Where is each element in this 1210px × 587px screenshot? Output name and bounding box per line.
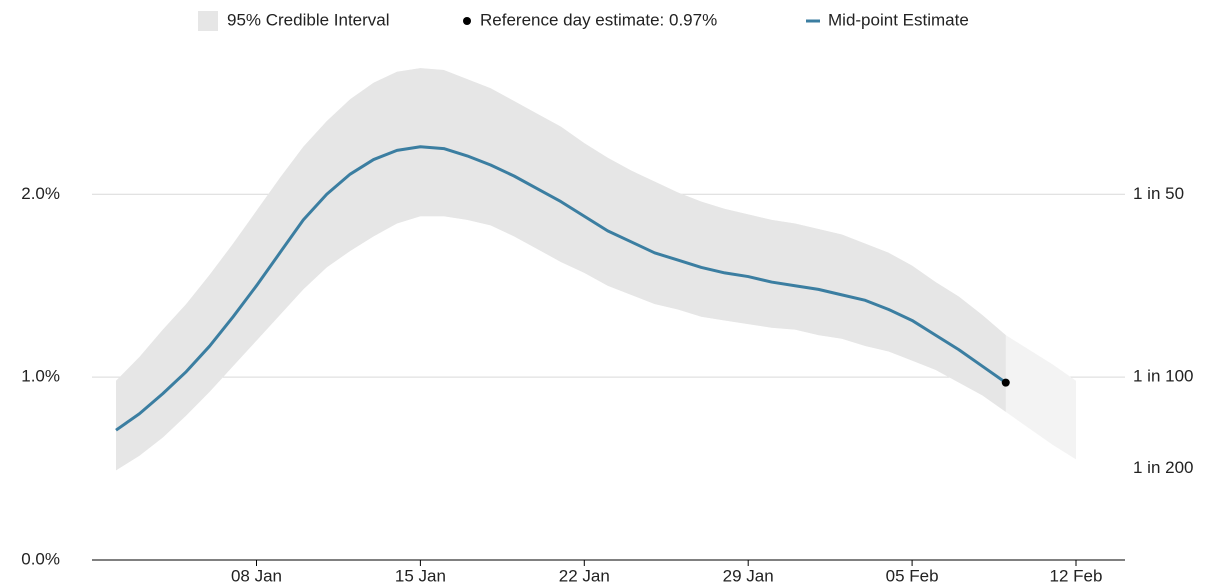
y2-tick-label: 1 in 200 bbox=[1133, 458, 1194, 477]
y-tick-label: 2.0% bbox=[21, 184, 60, 203]
y-tick-label: 0.0% bbox=[21, 549, 60, 568]
legend-label: Reference day estimate: 0.97% bbox=[480, 10, 717, 29]
x-tick-label: 15 Jan bbox=[395, 566, 446, 585]
mid-line bbox=[115, 145, 1007, 432]
legend-swatch-reference bbox=[463, 17, 471, 25]
x-tick-label: 12 Feb bbox=[1050, 566, 1103, 585]
legend-label: Mid-point Estimate bbox=[828, 10, 969, 29]
reference-point bbox=[1001, 378, 1010, 387]
x-tick-label: 22 Jan bbox=[559, 566, 610, 585]
x-tick-label: 29 Jan bbox=[723, 566, 774, 585]
legend-swatch-band bbox=[198, 11, 218, 31]
legend-label: 95% Credible Interval bbox=[227, 10, 390, 29]
y2-tick-label: 1 in 100 bbox=[1133, 367, 1194, 386]
y-tick-label: 1.0% bbox=[21, 367, 60, 386]
credible-band bbox=[116, 68, 1006, 471]
x-tick-label: 05 Feb bbox=[886, 566, 939, 585]
y2-tick-label: 1 in 50 bbox=[1133, 184, 1184, 203]
x-tick-label: 08 Jan bbox=[231, 566, 282, 585]
